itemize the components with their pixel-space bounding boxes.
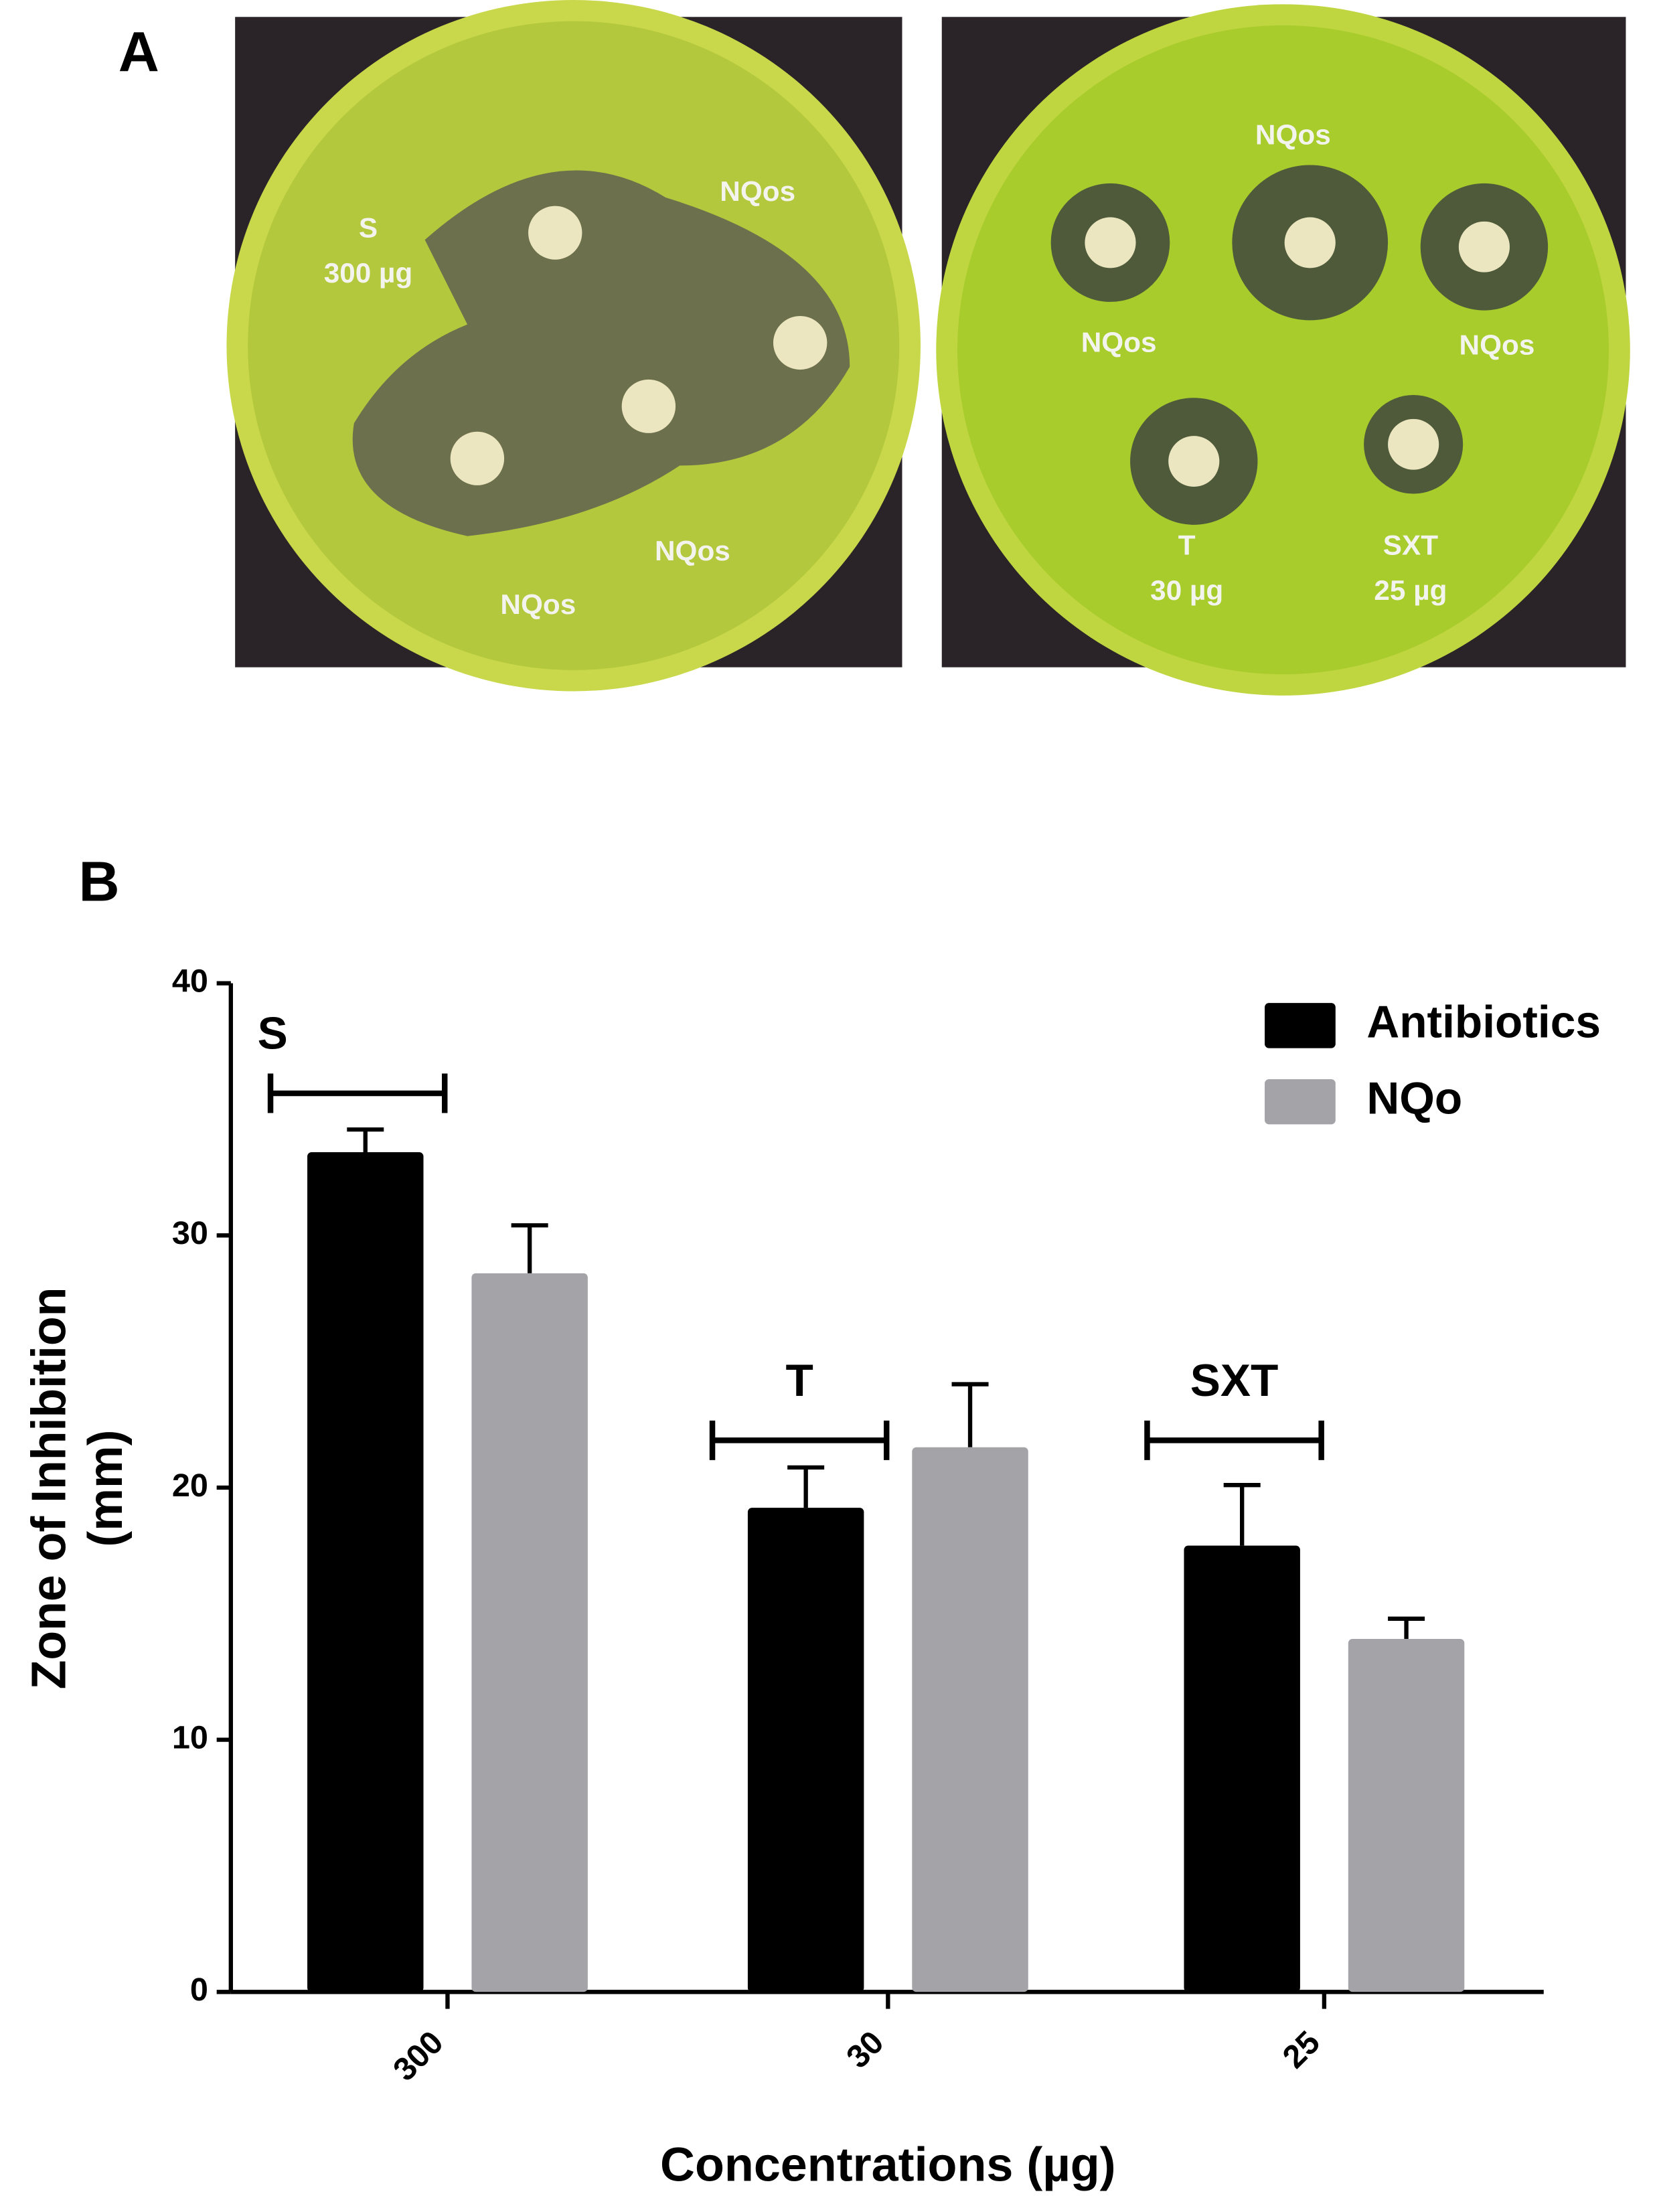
annotation: S (258, 1009, 288, 1059)
plate-label: NQos (720, 175, 795, 207)
x-tick-label: 30 (840, 2025, 891, 2075)
plate-label: T (1178, 530, 1196, 561)
panel-label: B (79, 850, 120, 913)
annotation: T (785, 1356, 813, 1406)
disc (1085, 217, 1136, 268)
plate-label: 300 µg (324, 257, 413, 289)
y-tick-label: 30 (172, 1215, 208, 1251)
plate-label: SXT (1383, 530, 1438, 561)
disc (1284, 217, 1336, 268)
disc (1168, 436, 1220, 487)
plate-label: NQos (1255, 119, 1331, 151)
disc (621, 379, 676, 433)
x-axis-label: Concentrations (µg) (660, 2138, 1116, 2192)
y-axis-label-line: Zone of Inhibition (22, 1287, 76, 1690)
bar (1348, 1638, 1465, 1992)
bar (912, 1447, 1028, 1992)
plate-label: NQos (655, 535, 730, 566)
legend-label: Antibiotics (1366, 998, 1601, 1048)
plate-label: S (359, 212, 378, 244)
legend-swatch (1265, 1079, 1336, 1125)
x-tick-label: 25 (1276, 2025, 1328, 2075)
legend-label: NQo (1366, 1074, 1462, 1124)
panel-label: A (119, 21, 159, 84)
plate-label: 30 µg (1150, 574, 1223, 606)
y-tick-label: 10 (172, 1720, 208, 1756)
x-tick-label: 300 (386, 2025, 451, 2088)
disc (450, 431, 505, 485)
y-axis-label: Zone of Inhibition (mm) (22, 1287, 133, 1690)
discs (1085, 217, 1510, 487)
y-axis-label-line: (mm) (79, 1429, 133, 1547)
annotation: SXT (1190, 1356, 1279, 1406)
plate-label: 25 µg (1374, 574, 1447, 606)
y-tick-label: 40 (172, 963, 208, 1000)
plate-label: NQos (1081, 326, 1157, 358)
plate-label: NQos (500, 588, 576, 620)
plate-label: NQos (1459, 329, 1535, 361)
disc (1458, 221, 1510, 272)
disc (773, 316, 827, 370)
bar (747, 1508, 864, 1992)
y-tick-label: 0 (190, 1972, 208, 2008)
bar (307, 1152, 424, 1992)
bar (1184, 1545, 1300, 1992)
disc (528, 206, 582, 260)
y-tick-label: 20 (172, 1468, 208, 1504)
bar (471, 1273, 588, 1992)
legend-swatch (1265, 1003, 1336, 1048)
disc (1388, 418, 1439, 470)
